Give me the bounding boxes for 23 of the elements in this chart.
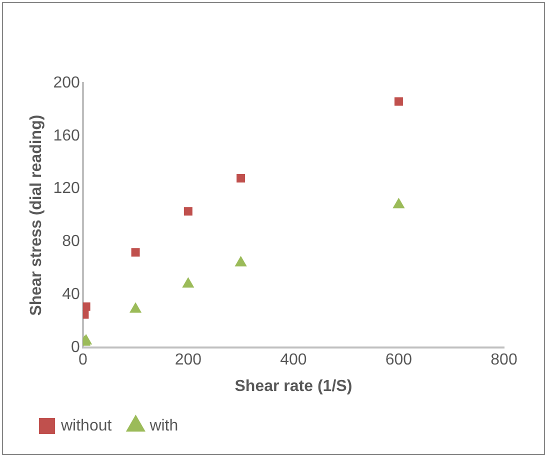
- legend-label: without: [60, 417, 112, 434]
- y-tick-label: 80: [62, 233, 80, 250]
- x-tick-label: 800: [490, 352, 518, 369]
- point: [392, 198, 405, 208]
- point: [82, 302, 90, 311]
- y-tick-label: 200: [53, 74, 80, 92]
- point: [394, 97, 403, 106]
- y-tick-label: 160: [53, 127, 80, 144]
- y-tick-label: 0: [70, 339, 80, 356]
- y-tick-label: 40: [62, 286, 80, 304]
- point: [234, 256, 247, 266]
- x-tick-label: 200: [174, 352, 202, 369]
- y-axis-title: Shear stress (dial reading): [28, 114, 46, 316]
- point: [184, 207, 192, 216]
- point: [131, 248, 140, 257]
- y-tick-label: 120: [53, 180, 80, 198]
- point: [182, 277, 194, 288]
- point: [236, 174, 246, 182]
- point: [129, 302, 142, 313]
- x-axis-title: Shear rate (1/S): [234, 378, 352, 395]
- legend-label: with: [148, 417, 178, 434]
- x-tick-label: 400: [280, 352, 307, 369]
- x-tick-label: 600: [385, 352, 412, 369]
